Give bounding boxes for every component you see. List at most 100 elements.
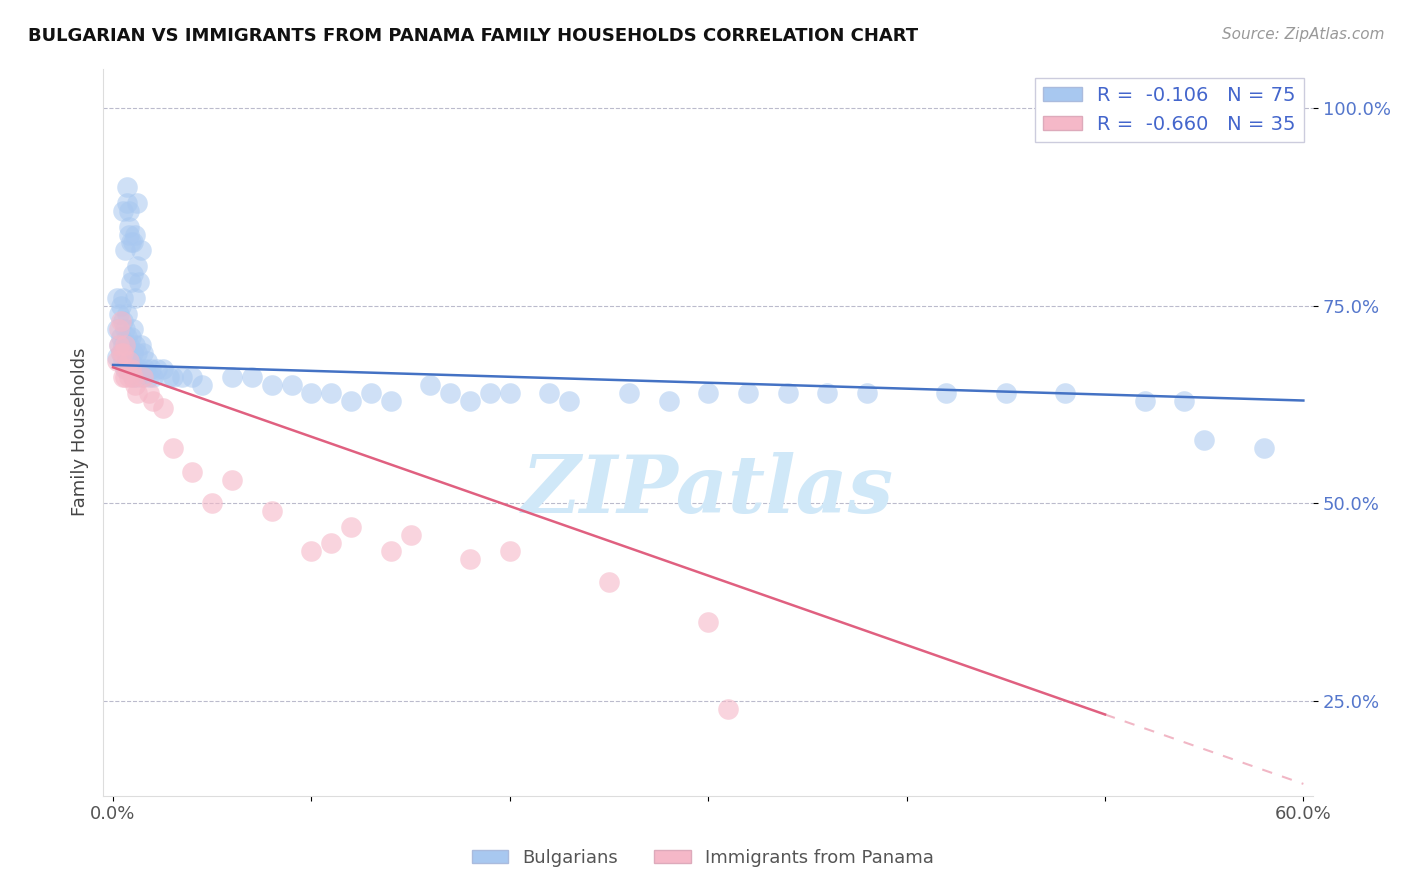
Text: ZIPatlas: ZIPatlas xyxy=(522,451,894,529)
Point xyxy=(118,338,141,352)
Point xyxy=(301,385,323,400)
Point xyxy=(340,520,363,534)
Point xyxy=(122,322,145,336)
Point xyxy=(120,275,142,289)
Point xyxy=(124,291,146,305)
Point xyxy=(935,385,957,400)
Point xyxy=(181,369,204,384)
Point xyxy=(340,393,363,408)
Point xyxy=(152,362,174,376)
Point xyxy=(181,465,204,479)
Point xyxy=(110,330,132,344)
Legend: Bulgarians, Immigrants from Panama: Bulgarians, Immigrants from Panama xyxy=(465,842,941,874)
Point xyxy=(122,369,145,384)
Point xyxy=(115,195,138,210)
Point xyxy=(280,377,302,392)
Point xyxy=(125,346,148,360)
Point xyxy=(221,473,243,487)
Point xyxy=(122,267,145,281)
Point xyxy=(856,385,879,400)
Point xyxy=(478,385,501,400)
Point xyxy=(125,195,148,210)
Point xyxy=(115,362,138,376)
Point xyxy=(1173,393,1195,408)
Point xyxy=(737,385,759,400)
Point xyxy=(380,393,402,408)
Point xyxy=(360,385,382,400)
Point xyxy=(191,377,214,392)
Point xyxy=(439,385,461,400)
Point xyxy=(129,338,152,352)
Point xyxy=(157,369,180,384)
Point xyxy=(994,385,1017,400)
Point xyxy=(538,385,561,400)
Point xyxy=(125,369,148,384)
Point xyxy=(124,362,146,376)
Point xyxy=(111,369,134,384)
Point xyxy=(115,330,138,344)
Text: BULGARIAN VS IMMIGRANTS FROM PANAMA FAMILY HOUSEHOLDS CORRELATION CHART: BULGARIAN VS IMMIGRANTS FROM PANAMA FAMI… xyxy=(28,27,918,45)
Point xyxy=(132,369,155,384)
Point xyxy=(1253,441,1275,455)
Point xyxy=(111,314,134,328)
Point xyxy=(128,275,150,289)
Point xyxy=(138,385,160,400)
Point xyxy=(240,369,263,384)
Point xyxy=(132,346,155,360)
Point xyxy=(114,362,136,376)
Point xyxy=(111,346,134,360)
Point xyxy=(105,354,128,368)
Point xyxy=(118,354,141,368)
Point xyxy=(301,543,323,558)
Point xyxy=(114,338,136,352)
Point xyxy=(132,369,155,384)
Point xyxy=(124,227,146,242)
Point xyxy=(145,362,167,376)
Point xyxy=(108,338,131,352)
Point xyxy=(124,377,146,392)
Point xyxy=(111,354,134,368)
Point xyxy=(499,385,522,400)
Point xyxy=(135,354,157,368)
Point xyxy=(118,203,141,218)
Point xyxy=(105,291,128,305)
Point xyxy=(122,346,145,360)
Point xyxy=(139,362,162,376)
Point xyxy=(697,615,720,629)
Point xyxy=(110,314,132,328)
Point xyxy=(125,259,148,273)
Point xyxy=(115,307,138,321)
Point xyxy=(120,362,142,376)
Point xyxy=(260,504,283,518)
Point xyxy=(120,235,142,250)
Point xyxy=(162,441,184,455)
Point xyxy=(697,385,720,400)
Point xyxy=(110,346,132,360)
Point xyxy=(108,338,131,352)
Point xyxy=(142,369,165,384)
Point xyxy=(122,235,145,250)
Point xyxy=(321,385,343,400)
Point xyxy=(717,702,740,716)
Point xyxy=(118,227,141,242)
Point xyxy=(598,575,620,590)
Y-axis label: Family Households: Family Households xyxy=(72,348,89,516)
Point xyxy=(125,385,148,400)
Point xyxy=(118,362,141,376)
Point xyxy=(138,369,160,384)
Point xyxy=(380,543,402,558)
Point xyxy=(221,369,243,384)
Point xyxy=(120,330,142,344)
Point xyxy=(134,362,156,376)
Point xyxy=(118,219,141,234)
Point xyxy=(458,393,481,408)
Point xyxy=(111,291,134,305)
Point xyxy=(114,342,136,356)
Point xyxy=(162,369,184,384)
Point xyxy=(115,180,138,194)
Point xyxy=(1133,393,1156,408)
Point xyxy=(1054,385,1077,400)
Point xyxy=(419,377,441,392)
Point xyxy=(118,369,141,384)
Point xyxy=(458,551,481,566)
